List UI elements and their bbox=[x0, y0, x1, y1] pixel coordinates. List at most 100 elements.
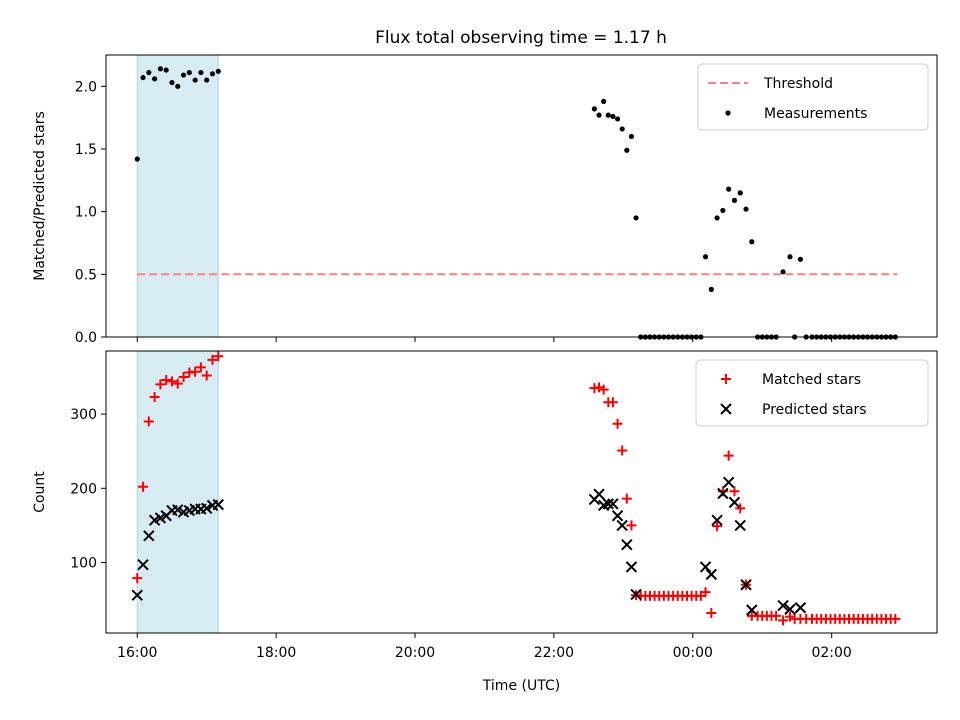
data-point bbox=[737, 190, 743, 196]
data-point bbox=[172, 378, 183, 389]
data-point bbox=[201, 370, 212, 381]
y-axis-label: Count bbox=[32, 471, 48, 513]
data-point bbox=[626, 520, 637, 531]
data-point bbox=[134, 156, 140, 162]
data-point bbox=[166, 376, 177, 387]
data-point bbox=[778, 615, 789, 626]
data-point bbox=[602, 498, 615, 510]
data-point bbox=[192, 77, 198, 83]
data-point bbox=[598, 384, 609, 395]
data-point bbox=[723, 450, 734, 461]
data-point bbox=[190, 366, 201, 377]
legend-swatch bbox=[721, 374, 731, 384]
data-point bbox=[720, 207, 726, 214]
data-point bbox=[735, 503, 746, 514]
data-point bbox=[784, 603, 796, 615]
data-point bbox=[161, 374, 172, 385]
data-point bbox=[215, 68, 221, 74]
data-point bbox=[708, 286, 714, 292]
data-point bbox=[195, 362, 206, 373]
data-point bbox=[607, 397, 618, 408]
data-point bbox=[163, 67, 169, 73]
chart-title: Flux total observing time = 1.17 h bbox=[375, 28, 667, 48]
data-point bbox=[699, 561, 712, 573]
legend-box bbox=[697, 63, 929, 131]
data-point bbox=[714, 215, 720, 221]
data-point bbox=[157, 66, 163, 72]
x-tick-label: 00:00 bbox=[673, 645, 713, 661]
y-tick-label: 1.0 bbox=[75, 205, 97, 221]
data-point bbox=[711, 514, 723, 526]
data-point bbox=[734, 519, 746, 532]
data-point bbox=[611, 510, 624, 522]
legend-label: Threshold bbox=[763, 76, 833, 92]
shaded-observing-span bbox=[136, 350, 219, 634]
data-point bbox=[180, 72, 187, 78]
data-point bbox=[593, 488, 605, 500]
data-point bbox=[594, 382, 605, 393]
data-point bbox=[630, 588, 642, 601]
data-point bbox=[198, 69, 204, 76]
y-tick-label: 0.0 bbox=[75, 330, 97, 346]
data-point bbox=[780, 269, 786, 275]
data-point bbox=[169, 79, 175, 86]
data-point bbox=[591, 106, 598, 112]
data-point bbox=[731, 197, 738, 203]
legend-box bbox=[695, 359, 929, 427]
x-axis-label: Time (UTC) bbox=[482, 678, 560, 694]
bottom-panel-counts: 16:00 18:00 20:00 22:00 00:00 02:00 100 200 300 C… bbox=[32, 350, 938, 694]
data-point bbox=[175, 83, 181, 89]
top-panel-ratio: 0.0 0.5 1.0 1.5 2.0 Matched/Predicted stars Th… bbox=[32, 54, 938, 346]
data-point bbox=[743, 206, 749, 212]
data-point bbox=[700, 587, 711, 598]
data-point bbox=[726, 186, 732, 192]
data-point bbox=[771, 610, 782, 621]
data-point bbox=[624, 147, 630, 153]
data-point bbox=[212, 498, 224, 511]
y-tick-label: 2.0 bbox=[75, 79, 97, 95]
series-predicted-stars bbox=[131, 476, 807, 616]
data-point bbox=[143, 530, 155, 542]
legend-label: Matched stars bbox=[762, 372, 861, 388]
data-point bbox=[152, 76, 158, 82]
series-matched-stars bbox=[132, 351, 901, 626]
data-point bbox=[705, 568, 718, 581]
data-point bbox=[706, 607, 717, 618]
data-point bbox=[794, 602, 807, 614]
legend: Matched stars Predicted stars bbox=[695, 359, 929, 427]
data-point bbox=[785, 611, 796, 622]
data-point bbox=[596, 112, 602, 118]
legend: Threshold Measurements bbox=[697, 63, 929, 131]
y-axis-label: Matched/Predicted stars bbox=[32, 111, 48, 281]
data-point bbox=[617, 445, 628, 456]
x-tick-label: 18:00 bbox=[256, 645, 296, 661]
axes-frame bbox=[105, 54, 938, 338]
data-point bbox=[137, 559, 149, 571]
data-point bbox=[607, 498, 619, 510]
data-point bbox=[616, 519, 628, 532]
data-point bbox=[149, 392, 160, 403]
data-point bbox=[777, 599, 789, 612]
legend-label: Predicted stars bbox=[762, 402, 867, 418]
data-point bbox=[787, 254, 793, 260]
data-point bbox=[131, 589, 143, 601]
data-point bbox=[619, 126, 625, 132]
x-tick-label: 16:00 bbox=[117, 645, 157, 661]
legend-label: Measurements bbox=[764, 106, 867, 122]
data-point bbox=[728, 496, 741, 509]
data-point bbox=[213, 351, 224, 362]
y-tick-label: 100 bbox=[70, 556, 97, 572]
data-point bbox=[621, 538, 633, 551]
data-point bbox=[132, 573, 143, 584]
x-tick-label: 22:00 bbox=[534, 645, 574, 661]
data-point bbox=[740, 579, 752, 591]
axes-frame bbox=[105, 350, 938, 634]
shaded-observing-span bbox=[136, 54, 219, 338]
y-tick-label: 300 bbox=[70, 407, 97, 423]
y-tick-label: 1.5 bbox=[75, 142, 97, 158]
x-tick-label: 20:00 bbox=[395, 645, 435, 661]
series-measurements bbox=[134, 66, 898, 340]
data-point bbox=[628, 133, 635, 140]
data-point bbox=[601, 98, 607, 104]
